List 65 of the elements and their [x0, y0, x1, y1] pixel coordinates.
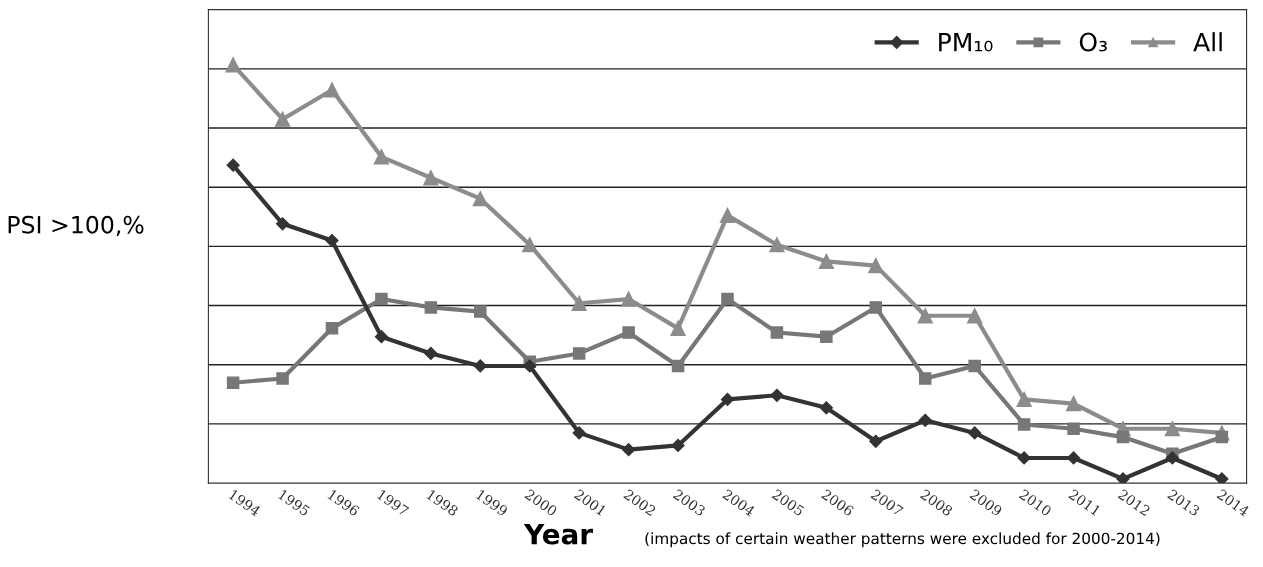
point: [275, 217, 290, 231]
point: [225, 57, 241, 73]
point: [522, 237, 538, 253]
point: [869, 301, 883, 314]
point: [226, 376, 240, 389]
legend-label: O₃: [1079, 32, 1107, 52]
point: [720, 392, 735, 407]
point: [671, 359, 685, 373]
point: [1164, 421, 1181, 437]
point: [622, 443, 636, 457]
point: [324, 82, 340, 98]
point: [770, 388, 784, 402]
point: [274, 111, 291, 127]
point: [523, 359, 537, 373]
point: [868, 257, 884, 274]
point: [424, 346, 438, 361]
point: [472, 191, 488, 207]
point: [670, 320, 686, 336]
text: (impacts of certain weather patterns were excluded for 2000-2014): [645, 532, 1160, 548]
point: [572, 347, 586, 360]
point: [572, 426, 586, 440]
point: [424, 301, 438, 314]
point: [1116, 472, 1130, 484]
point: [374, 330, 389, 344]
point: [967, 308, 983, 324]
point: [622, 326, 635, 339]
point: [918, 413, 932, 427]
point: [1116, 430, 1130, 444]
point: [325, 233, 339, 248]
point: [1066, 451, 1081, 465]
point: [1065, 395, 1082, 412]
point: [968, 426, 982, 440]
point: [818, 253, 835, 270]
y-axis-title: PSI >100,%: [8, 215, 144, 237]
point: [373, 149, 390, 165]
point: [721, 292, 734, 306]
legend-label: PM₁₀: [939, 32, 993, 52]
point: [1016, 391, 1032, 408]
point: [474, 305, 487, 318]
point: [325, 322, 339, 335]
point: [473, 359, 487, 373]
point: [770, 326, 784, 339]
point: [918, 372, 932, 385]
point: [917, 308, 933, 324]
point: [276, 372, 289, 385]
point: [423, 170, 439, 186]
point: [1165, 451, 1180, 465]
point: [1215, 430, 1229, 444]
point: [1215, 472, 1229, 484]
point: [1067, 422, 1080, 435]
point: [968, 359, 981, 373]
point: [869, 434, 883, 448]
point: [769, 237, 785, 253]
point: [671, 438, 685, 453]
x-axis-title: Year: [523, 523, 593, 545]
point: [571, 295, 587, 311]
legend-label: All: [1193, 32, 1222, 52]
point: [620, 291, 637, 307]
point: [1017, 451, 1031, 465]
point: [226, 158, 240, 172]
point: [819, 401, 833, 415]
point: [820, 330, 833, 343]
point: [719, 207, 736, 224]
point: [375, 292, 388, 306]
point: [1017, 418, 1031, 431]
